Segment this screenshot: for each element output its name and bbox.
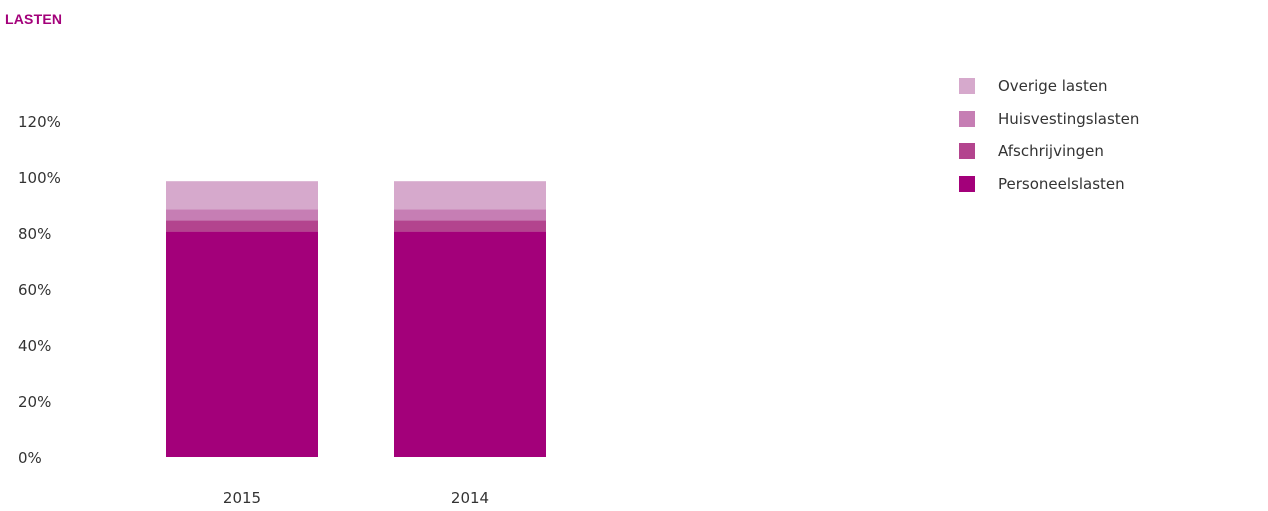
chart-legend: Overige lasten Huisvestingslasten Afschrij… [959, 75, 1139, 205]
y-tick-label: 120% [18, 113, 61, 131]
y-tick-label: 80% [18, 225, 51, 243]
y-tick-label: 100% [18, 169, 61, 187]
bar-segment-personeelslasten-2015 [166, 231, 318, 457]
legend-label: Overige lasten [998, 77, 1108, 95]
bar-segment-huisvestingslasten-2014 [394, 209, 546, 221]
legend-swatch [959, 175, 975, 192]
bar-segment-overige lasten-2015 [166, 181, 318, 210]
legend-swatch [959, 78, 975, 94]
legend-item: Personeelslasten [959, 173, 1139, 195]
bar-segment-overige lasten-2014 [394, 181, 546, 210]
x-tick-label: 2014 [451, 489, 489, 507]
bar-segment-afschrijvingen-2015 [166, 220, 318, 232]
bar-segment-afschrijvingen-2014 [394, 220, 546, 232]
y-tick-label: 40% [18, 337, 51, 355]
legend-swatch [959, 143, 975, 159]
y-tick-label: 60% [18, 281, 51, 299]
chart-title: LASTEN [5, 11, 63, 27]
bar-segment-huisvestingslasten-2015 [166, 209, 318, 221]
legend-label: Personeelslasten [998, 174, 1125, 193]
bar-segment-personeelslasten-2014 [394, 231, 546, 457]
x-tick-label: 2015 [223, 489, 261, 507]
y-tick-label: 0% [18, 449, 42, 467]
y-tick-label: 20% [18, 393, 51, 411]
legend-label: Afschrijvingen [998, 142, 1104, 160]
legend-item: Huisvestingslasten [959, 108, 1139, 130]
legend-item: Afschrijvingen [959, 140, 1139, 162]
legend-label: Huisvestingslasten [998, 109, 1140, 128]
legend-item: Overige lasten [959, 75, 1139, 97]
legend-swatch [959, 110, 975, 127]
